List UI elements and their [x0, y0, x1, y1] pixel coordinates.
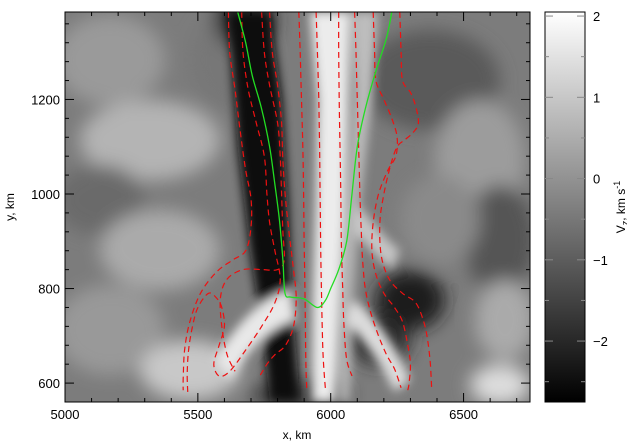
x-axis-ticks: 5000 5500 6000 6500	[51, 12, 518, 422]
red-contour-line	[186, 12, 281, 394]
y-tick-label: 600	[38, 376, 60, 391]
colorbar-tick-label: −2	[593, 334, 608, 349]
colorbar-tick-label: 0	[593, 172, 600, 187]
colorbar-label: Vz, km s-1	[612, 181, 627, 234]
colorbar-ticks: −2 −1 0 1 2	[545, 9, 608, 383]
x-tick-label: 6000	[316, 407, 345, 422]
red-contour-line	[379, 12, 433, 391]
colorbar-tick-label: 1	[593, 90, 600, 105]
y-tick-label: 1000	[31, 187, 60, 202]
red-contour-line	[298, 12, 308, 391]
y-axis-label: y, km	[3, 193, 17, 221]
red-contour-line	[338, 12, 353, 377]
x-axis-label: x, km	[283, 428, 312, 442]
red-contour-line	[219, 12, 286, 372]
green-contour-line	[237, 12, 393, 309]
red-dashed-contours	[182, 12, 433, 394]
colorbar-tick-label: 2	[593, 9, 600, 24]
colorbar	[544, 11, 586, 403]
green-solid-contour	[237, 12, 393, 309]
x-tick-label: 5500	[183, 407, 212, 422]
red-contour-line	[182, 12, 253, 391]
red-contour-line	[258, 12, 297, 378]
y-axis-ticks: 600 800 1000 1200	[31, 23, 530, 403]
y-tick-label: 1200	[31, 92, 60, 107]
plot-frame	[64, 11, 531, 403]
red-contour-line	[371, 12, 412, 391]
x-tick-label: 5000	[51, 407, 80, 422]
red-contour-line	[315, 12, 326, 389]
heatmap	[65, 12, 530, 402]
colorbar-tick-label: −1	[593, 253, 608, 268]
y-tick-label: 800	[38, 282, 60, 297]
x-tick-label: 6500	[449, 407, 478, 422]
